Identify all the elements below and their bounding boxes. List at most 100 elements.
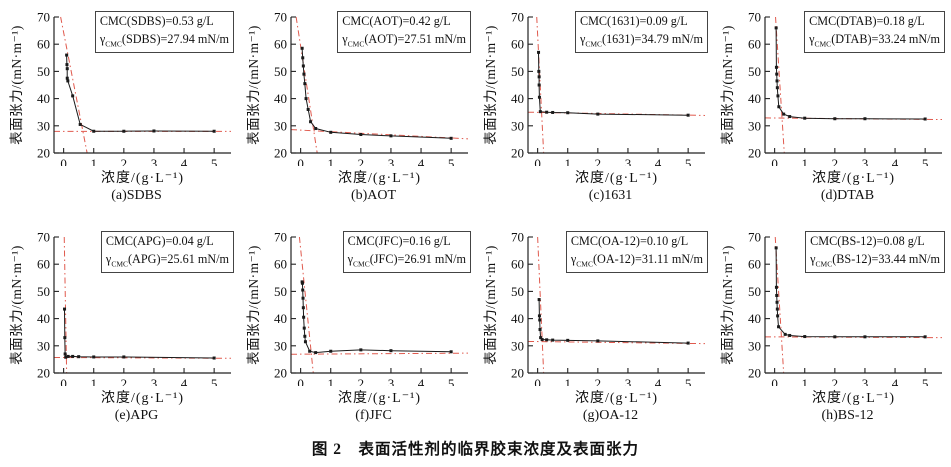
cmc-value: CMC(APG)=0.04 g/L: [105, 234, 214, 248]
svg-text:4: 4: [181, 376, 188, 386]
svg-text:70: 70: [748, 230, 761, 245]
svg-text:70: 70: [748, 10, 761, 25]
cmc-annotation: CMC(APG)=0.04 g/L γCMC(APG)=25.61 mN/m: [100, 231, 234, 273]
svg-text:4: 4: [655, 376, 662, 386]
subplot-c-1631: 20 30 40 50 60 70 0 1 2 3 4 5 表面张力/(mN·m⁻¹) CMC(163…: [476, 4, 713, 216]
svg-text:70: 70: [274, 10, 287, 25]
chart-h-bs12: 20 30 40 50 60 70 0 1 2 3 4 5: [748, 230, 943, 386]
cmc-value: CMC(OA-12)=0.10 g/L: [570, 234, 689, 248]
svg-text:3: 3: [151, 156, 158, 166]
svg-text:2: 2: [358, 376, 365, 386]
svg-text:50: 50: [274, 284, 287, 299]
svg-text:30: 30: [511, 338, 524, 353]
subplot-e-apg: 20 30 40 50 60 70 0 1 2 3 4 5 表面张力/(mN·m⁻¹) CMC(APG…: [2, 224, 239, 436]
svg-text:50: 50: [511, 284, 524, 299]
svg-text:0: 0: [297, 376, 304, 386]
svg-text:2: 2: [358, 156, 365, 166]
svg-text:3: 3: [862, 156, 869, 166]
svg-text:40: 40: [511, 311, 524, 326]
svg-text:5: 5: [448, 376, 455, 386]
subplot-d-dtab: 20 30 40 50 60 70 0 1 2 3 4 5 表面张力/(mN·m⁻¹) CMC(DTA…: [713, 4, 950, 216]
y-axis-label: 表面张力/(mN·m⁻¹): [246, 245, 262, 365]
gamma-cmc-value: γCMC(APG)=25.61 mN/m: [105, 251, 229, 269]
subplot-f-jfc: 20 30 40 50 60 70 0 1 2 3 4 5 表面张力/(mN·m⁻¹) CMC(JFC…: [239, 224, 476, 436]
svg-text:60: 60: [37, 257, 50, 272]
svg-text:70: 70: [37, 10, 50, 25]
gamma-cmc-value: γCMC(AOT)=27.51 mN/m: [342, 31, 466, 49]
gamma-cmc-value: γCMC(OA-12)=31.11 mN/m: [570, 251, 703, 269]
svg-text:0: 0: [771, 376, 778, 386]
svg-text:4: 4: [892, 376, 899, 386]
svg-text:50: 50: [274, 64, 287, 79]
svg-text:70: 70: [274, 230, 287, 245]
svg-text:50: 50: [37, 284, 50, 299]
cmc-value: CMC(SDBS)=0.53 g/L: [99, 14, 214, 28]
svg-text:30: 30: [274, 338, 287, 353]
cmc-value: CMC(DTAB)=0.18 g/L: [809, 14, 925, 28]
svg-text:1: 1: [90, 376, 97, 386]
svg-text:2: 2: [832, 156, 839, 166]
svg-text:40: 40: [274, 311, 287, 326]
svg-text:70: 70: [511, 230, 524, 245]
cmc-annotation: CMC(AOT)=0.42 g/L γCMC(AOT)=27.51 mN/m: [337, 11, 471, 53]
svg-text:4: 4: [418, 376, 425, 386]
svg-text:5: 5: [685, 156, 692, 166]
y-axis-label: 表面张力/(mN·m⁻¹): [246, 25, 262, 145]
svg-text:40: 40: [511, 91, 524, 106]
subplot-b-aot: 20 30 40 50 60 70 0 1 2 3 4 5 表面张力/(mN·m⁻¹) CMC(AOT…: [239, 4, 476, 216]
svg-text:20: 20: [274, 146, 287, 161]
subplot-caption: (e)APG: [114, 408, 159, 423]
svg-text:5: 5: [685, 376, 692, 386]
svg-text:5: 5: [211, 156, 218, 166]
svg-text:4: 4: [655, 156, 662, 166]
svg-text:5: 5: [922, 156, 929, 166]
x-axis-label: 浓度/(g·L⁻¹): [337, 391, 421, 406]
subplot-a-sdbs: 20 30 40 50 60 70 0 1 2 3 4 5 表面张力/(mN·m⁻¹) CMC(SDB…: [2, 4, 239, 216]
svg-text:60: 60: [37, 37, 50, 52]
chart-g-oa12: 20 30 40 50 60 70 0 1 2 3 4 5: [511, 230, 706, 386]
cmc-value: CMC(1631)=0.09 g/L: [579, 14, 688, 28]
cmc-annotation: CMC(1631)=0.09 g/L γCMC(1631)=34.79 mN/m: [574, 11, 708, 53]
x-axis-label: 浓度/(g·L⁻¹): [337, 171, 421, 186]
svg-text:2: 2: [121, 376, 128, 386]
gamma-cmc-value: γCMC(JFC)=26.91 mN/m: [347, 251, 466, 269]
chart-c-1631: 20 30 40 50 60 70 0 1 2 3 4 5: [511, 10, 706, 166]
y-axis-label: 表面张力/(mN·m⁻¹): [720, 245, 736, 365]
svg-text:2: 2: [595, 156, 602, 166]
gamma-cmc-value: γCMC(1631)=34.79 mN/m: [579, 31, 703, 49]
x-axis-label: 浓度/(g·L⁻¹): [811, 171, 895, 186]
svg-text:1: 1: [801, 156, 808, 166]
svg-text:3: 3: [862, 376, 869, 386]
chart-e-apg: 20 30 40 50 60 70 0 1 2 3 4 5: [37, 230, 232, 386]
svg-text:2: 2: [595, 376, 602, 386]
svg-text:60: 60: [511, 257, 524, 272]
svg-text:2: 2: [832, 376, 839, 386]
subplot-g-oa12: 20 30 40 50 60 70 0 1 2 3 4 5 表面张力/(mN·m⁻¹) CMC(OA-…: [476, 224, 713, 436]
subplot-caption: (c)1631: [588, 188, 633, 203]
cmc-annotation: CMC(JFC)=0.16 g/L γCMC(JFC)=26.91 mN/m: [342, 231, 471, 273]
svg-text:20: 20: [511, 366, 524, 381]
svg-text:60: 60: [511, 37, 524, 52]
gamma-cmc-value: γCMC(BS-12)=33.44 mN/m: [810, 251, 940, 269]
svg-text:30: 30: [37, 118, 50, 133]
svg-text:50: 50: [37, 64, 50, 79]
y-axis-label: 表面张力/(mN·m⁻¹): [483, 245, 499, 365]
svg-text:40: 40: [748, 91, 761, 106]
svg-text:0: 0: [297, 156, 304, 166]
svg-text:0: 0: [771, 156, 778, 166]
svg-text:50: 50: [511, 64, 524, 79]
subplot-caption: (d)DTAB: [820, 188, 875, 203]
svg-text:1: 1: [327, 376, 334, 386]
chart-f-jfc: 20 30 40 50 60 70 0 1 2 3 4 5: [274, 230, 469, 386]
svg-text:20: 20: [37, 366, 50, 381]
svg-text:5: 5: [211, 376, 218, 386]
svg-text:1: 1: [564, 156, 571, 166]
svg-text:20: 20: [37, 146, 50, 161]
svg-text:1: 1: [564, 376, 571, 386]
svg-text:20: 20: [511, 146, 524, 161]
svg-text:1: 1: [327, 156, 334, 166]
cmc-annotation: CMC(OA-12)=0.10 g/L γCMC(OA-12)=31.11 mN…: [565, 231, 708, 273]
y-axis-label: 表面张力/(mN·m⁻¹): [720, 25, 736, 145]
svg-text:70: 70: [37, 230, 50, 245]
subplot-caption: (b)AOT: [350, 188, 397, 203]
